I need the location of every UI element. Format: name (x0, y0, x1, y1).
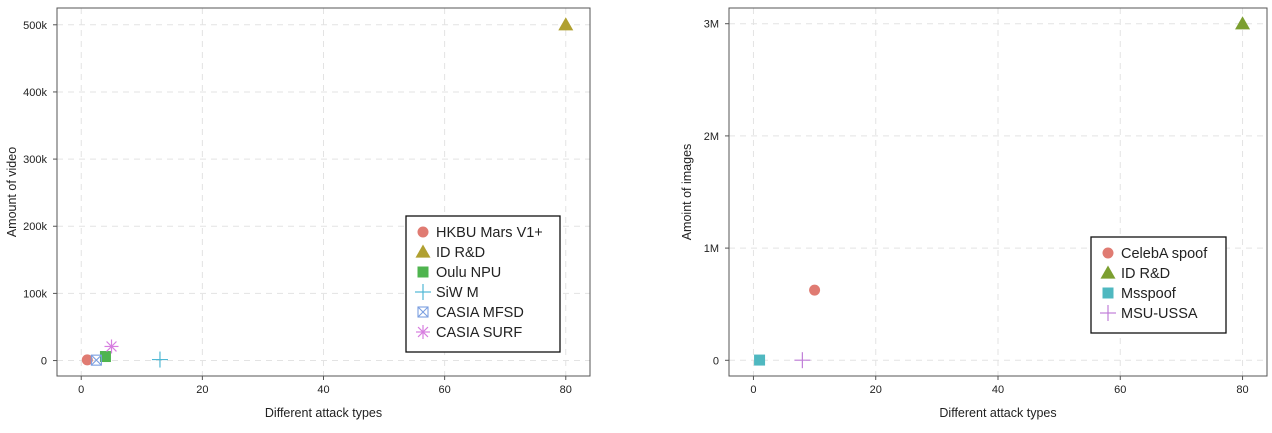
chart1-legend-marker-msspoof-shape (1102, 287, 1114, 299)
chart0-point-siw-m-0 (151, 351, 168, 368)
chart1-legend-marker-celeba-spoof-shape (1102, 247, 1114, 259)
chart0-point-casia-surf-0-ray-3 (106, 341, 117, 352)
chart0-legend-label-oulu-npu: Oulu NPU (436, 265, 501, 281)
chart1-legend-marker-celeba-spoof (1102, 247, 1114, 259)
chart1-point-id-r-d-0 (1235, 16, 1251, 30)
chart0-legend-label-casia-surf: CASIA SURF (436, 325, 522, 341)
chart0-ytick-label-4: 400k (23, 87, 47, 99)
chart0-legend-marker-oulu-npu-shape (417, 266, 429, 278)
chart0-y-axis-title: Amount of video (5, 147, 19, 237)
chart1-xtick-label-2: 40 (992, 384, 1004, 396)
chart1-ytick-label-1: 1M (704, 243, 719, 255)
chart0-point-oulu-npu-0-shape (99, 351, 111, 363)
chart0-x-axis-title: Different attack types (265, 406, 382, 420)
chart1-xtick-label-4: 80 (1236, 384, 1248, 396)
chart1-point-celeba-spoof-0 (809, 284, 821, 296)
chart0-legend-marker-hkbu-mars-v1-shape (417, 226, 429, 238)
chart0-ytick-label-2: 200k (23, 221, 47, 233)
chart0-legend-box (405, 215, 561, 353)
chart1-xtick-label-1: 20 (870, 384, 882, 396)
chart1-ytick-label-2: 2M (704, 131, 719, 143)
chart0-legend-marker-hkbu-mars-v1 (417, 226, 429, 238)
chart0-legend-marker-id-r-d (415, 244, 431, 258)
chart0-legend-label-siw-m: SiW M (436, 285, 479, 301)
chart1-ytick-label-0: 0 (713, 355, 719, 367)
chart0-ytick-label-5: 500k (23, 20, 47, 32)
chart0-point-casia-mfsd-0 (90, 354, 102, 366)
chart0-xtick-label-3: 60 (439, 384, 451, 396)
chart1-y-axis-title: Amoint of images (680, 144, 694, 241)
chart1-x-axis-title: Different attack types (939, 406, 1056, 420)
chart1-legend-marker-msu-ussa (1100, 305, 1116, 321)
chart1-xtick-label-3: 60 (1114, 384, 1126, 396)
chart0-legend-label-hkbu-mars-v1: HKBU Mars V1+ (436, 225, 543, 241)
chart0-legend-marker-casia-surf-ray-3 (417, 326, 429, 338)
chart-amount-of-images: 0 20 40 60 80 0 1M 2M 3M Different attack types Am… (640, 0, 1272, 428)
chart0-legend-marker-oulu-npu (417, 266, 429, 278)
chart0-legend-marker-id-r-d-shape (415, 244, 431, 258)
chart1-legend-label-celeba-spoof: CelebA spoof (1121, 246, 1208, 262)
chart1-legend-label-msu-ussa: MSU-USSA (1121, 306, 1198, 322)
chart1-legend-marker-id-r-d (1100, 265, 1116, 279)
chart0-point-id-r-d-0 (558, 17, 574, 31)
chart0-xtick-label-1: 20 (196, 384, 208, 396)
chart-amount-of-images-svg: 0 20 40 60 80 0 1M 2M 3M Different attack types Am… (680, 7, 1268, 420)
chart1-ytick-label-3: 3M (704, 19, 719, 31)
chart0-xtick-label-2: 40 (317, 384, 329, 396)
chart0-legend-marker-casia-surf (416, 325, 430, 339)
chart0-point-casia-mfsd-0-box (90, 354, 102, 366)
chart1-point-msspoof-0-shape (754, 354, 766, 366)
chart0-ytick-label-1: 100k (23, 288, 47, 300)
chart1-xtick-label-0: 0 (750, 384, 756, 396)
chart0-point-hkbu-mars-v1-0 (81, 354, 93, 366)
chart0-point-oulu-npu-0 (99, 351, 111, 363)
chart1-point-celeba-spoof-0-shape (809, 284, 821, 296)
chart0-legend-marker-casia-mfsd (417, 306, 429, 318)
chart1-legend-label-id-r-d: ID R&D (1121, 266, 1170, 282)
chart1-point-id-r-d-0-shape (1235, 16, 1251, 30)
chart-amount-of-video-svg: 0 20 40 60 80 0 100k 200k 300k 400k 500k Different … (5, 7, 591, 420)
chart1-point-msu-ussa-0 (794, 352, 811, 369)
chart0-legend-marker-casia-mfsd-box (417, 306, 429, 318)
chart0-ytick-label-3: 300k (23, 154, 47, 166)
chart0-xtick-label-0: 0 (78, 384, 84, 396)
chart0-legend: HKBU Mars V1+ ID R&D Oulu NPU SiW M CASIA MF… (405, 215, 561, 353)
chart0-legend-marker-casia-mfsd-d2 (417, 306, 429, 318)
chart0-legend-label-casia-mfsd: CASIA MFSD (436, 305, 524, 321)
chart0-legend-label-id-r-d: ID R&D (436, 245, 485, 261)
chart0-point-casia-surf-0 (104, 339, 119, 354)
chart0-point-casia-mfsd-0-d2 (90, 354, 102, 366)
chart0-point-id-r-d-0-shape (558, 17, 574, 31)
chart1-legend-marker-id-r-d-shape (1100, 265, 1116, 279)
chart1-point-msspoof-0 (754, 354, 766, 366)
chart0-xtick-label-4: 80 (560, 384, 572, 396)
chart1-legend-label-msspoof: Msspoof (1121, 286, 1177, 302)
chart1-legend-marker-msspoof (1102, 287, 1114, 299)
chart0-ytick-label-0: 0 (41, 356, 47, 368)
chart0-point-hkbu-mars-v1-0-shape (81, 354, 93, 366)
chart1-legend: CelebA spoof ID R&D Msspoof MSU-USSA (1090, 236, 1227, 334)
chart-amount-of-video: 0 20 40 60 80 0 100k 200k 300k 400k 500k Different … (0, 0, 640, 428)
chart0-legend-marker-siw-m (415, 284, 431, 300)
